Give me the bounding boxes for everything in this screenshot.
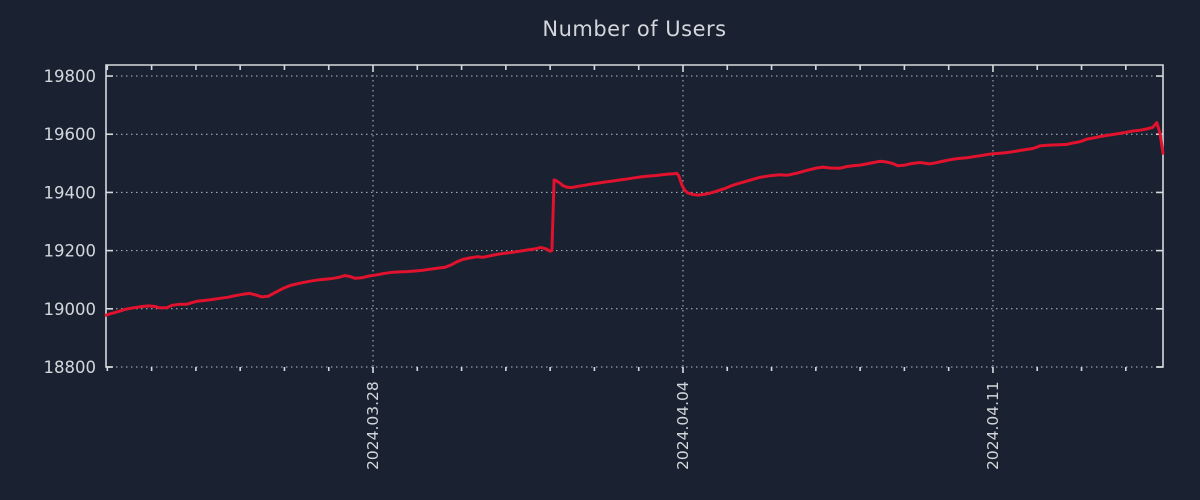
chart-title: Number of Users (542, 17, 727, 41)
x-tick-label: 2024.04.04 (674, 381, 692, 470)
y-tick-label: 19600 (44, 125, 97, 144)
axis-ticks (106, 65, 1163, 373)
x-tick-label: 2024.03.28 (364, 381, 382, 470)
axis-labels: 18800 19000 19200 19400 19600 19800 2024.03.28… (44, 67, 1002, 470)
y-tick-label: 19200 (44, 242, 97, 261)
gridlines (106, 65, 1163, 368)
y-tick-label: 18800 (44, 358, 97, 377)
user-count-line (104, 121, 1165, 317)
y-tick-label: 19000 (44, 300, 97, 319)
plot-border (105, 64, 1164, 368)
y-tick-label: 19800 (44, 67, 97, 86)
y-tick-label: 19400 (44, 183, 97, 202)
x-tick-label: 2024.04.11 (984, 381, 1002, 470)
plot-frame (105, 64, 1164, 368)
